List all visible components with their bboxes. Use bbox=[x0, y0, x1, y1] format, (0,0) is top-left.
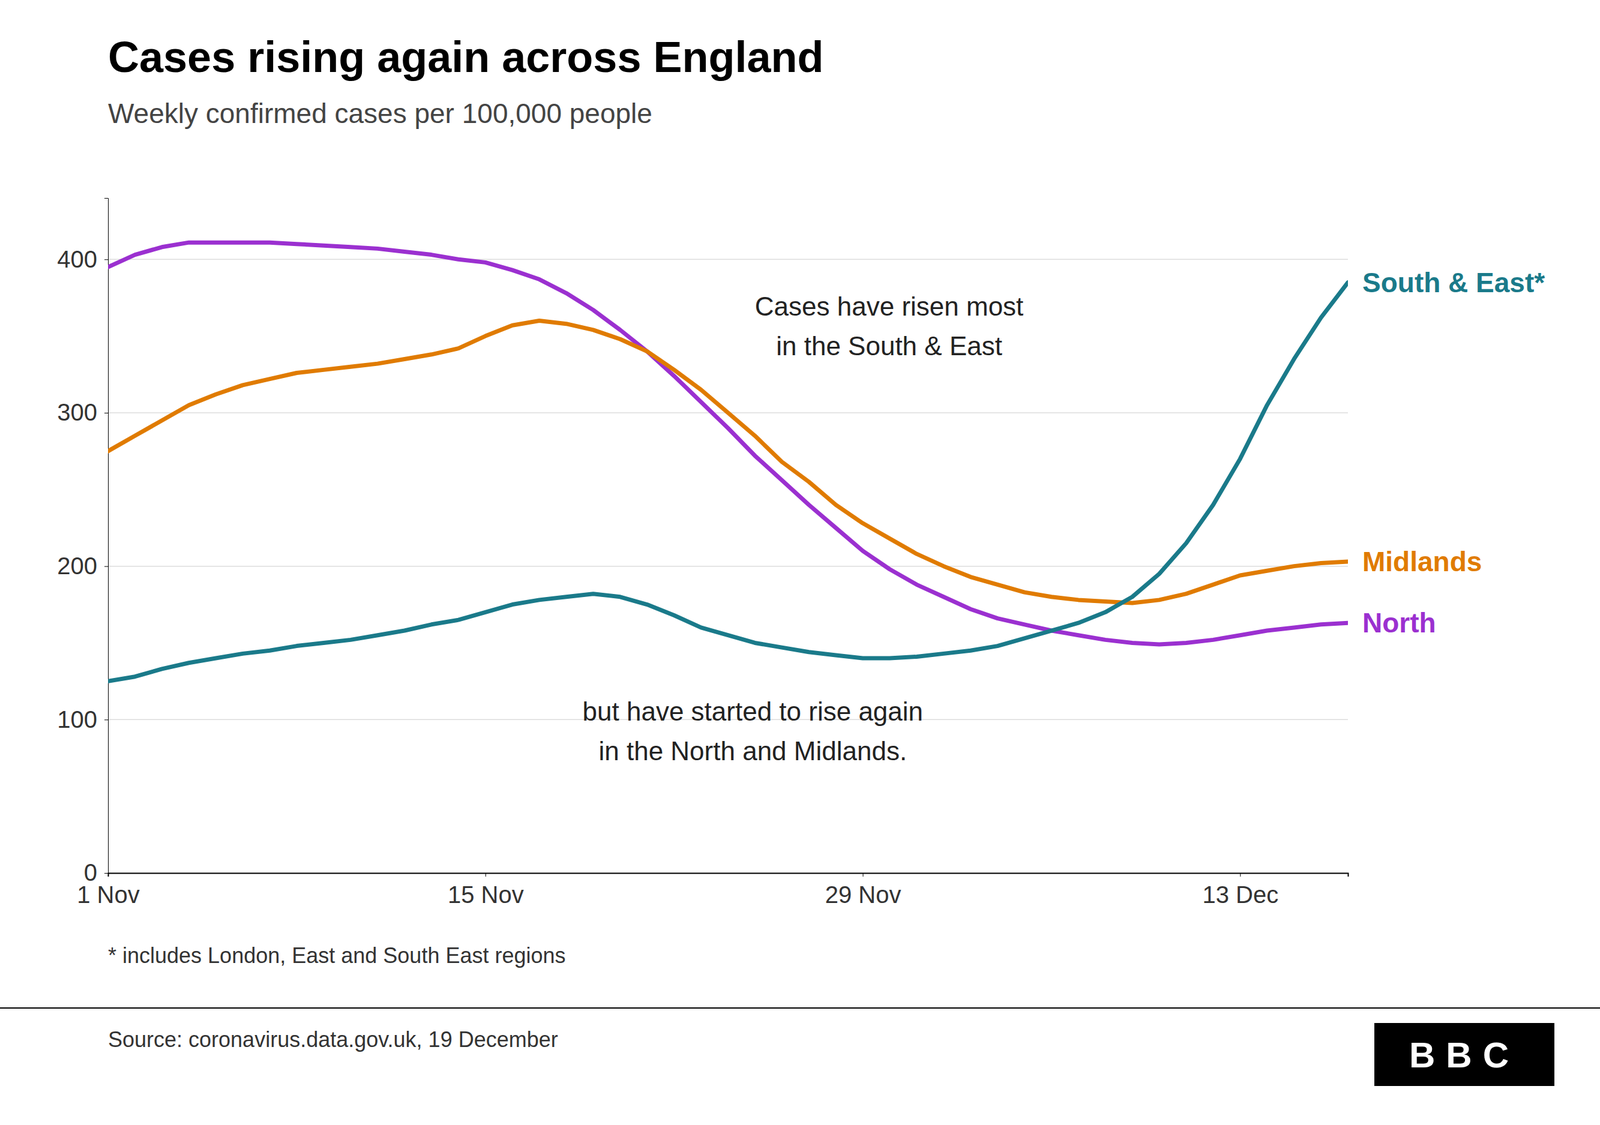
y-tick: 300 bbox=[57, 399, 109, 426]
logo-text: BBC bbox=[1409, 1035, 1520, 1076]
series-label: South & East* bbox=[1362, 267, 1545, 299]
y-tick-label: 200 bbox=[57, 552, 98, 580]
series-label: Midlands bbox=[1362, 546, 1482, 578]
y-tick-mark bbox=[104, 719, 109, 721]
subtitle: Weekly confirmed cases per 100,000 peopl… bbox=[108, 97, 653, 130]
plot: 01002003004001 Nov15 Nov29 Nov13 DecSout… bbox=[57, 198, 1545, 909]
grid-line bbox=[108, 565, 1348, 568]
y-axis-line bbox=[104, 198, 109, 874]
y-tick-label: 400 bbox=[57, 246, 98, 273]
x-tick-label: 15 Nov bbox=[447, 881, 524, 909]
x-tick: 13 Dec bbox=[1202, 873, 1279, 909]
series-line bbox=[108, 282, 1348, 682]
y-tick-mark bbox=[104, 259, 109, 260]
x-tick-label: 13 Dec bbox=[1202, 881, 1279, 909]
x-tick: 29 Nov bbox=[825, 873, 902, 909]
annotation: but have started to rise againin the Nor… bbox=[582, 696, 924, 766]
x-tick: 1 Nov bbox=[76, 873, 140, 909]
footnote: * includes London, East and South East r… bbox=[108, 943, 566, 969]
x-tick-label: 29 Nov bbox=[825, 881, 902, 909]
y-tick-mark bbox=[104, 873, 109, 874]
x-axis-line bbox=[108, 873, 1349, 878]
logo: BBC bbox=[1374, 1023, 1555, 1087]
y-tick-mark bbox=[104, 412, 109, 414]
lines bbox=[108, 242, 1348, 682]
source: Source: coronavirus.data.gov.uk, 19 Dece… bbox=[108, 1027, 559, 1053]
x-tick-label: 1 Nov bbox=[76, 881, 140, 909]
x-tick-mark bbox=[1239, 873, 1241, 877]
series-line bbox=[108, 321, 1348, 604]
title: Cases rising again across England bbox=[108, 33, 824, 82]
series-line bbox=[108, 242, 1348, 645]
annotation: Cases have risen mostin the South & East bbox=[754, 291, 1024, 361]
y-tick-label: 100 bbox=[57, 706, 98, 733]
y-axis: 0100200300400 bbox=[57, 198, 109, 887]
x-tick: 15 Nov bbox=[447, 873, 524, 909]
separator bbox=[0, 1007, 1600, 1009]
series-label: North bbox=[1362, 607, 1437, 639]
y-tick-label: 300 bbox=[57, 399, 98, 426]
x-tick-mark bbox=[485, 873, 487, 877]
y-tick: 200 bbox=[57, 552, 109, 580]
grid-line bbox=[108, 259, 1348, 261]
x-axis: 1 Nov 15 Nov 29 Nov 13 Dec bbox=[76, 873, 1348, 909]
y-tick: 400 bbox=[57, 246, 109, 273]
y-tick-mark bbox=[104, 566, 109, 568]
chart-svg: Cases rising again across England Weekly … bbox=[0, 0, 1600, 1125]
y-tick: 100 bbox=[57, 706, 109, 733]
grid bbox=[108, 259, 1348, 874]
x-tick-mark bbox=[863, 873, 864, 877]
logo-box bbox=[1374, 1023, 1555, 1087]
x-tick-mark bbox=[108, 873, 109, 877]
